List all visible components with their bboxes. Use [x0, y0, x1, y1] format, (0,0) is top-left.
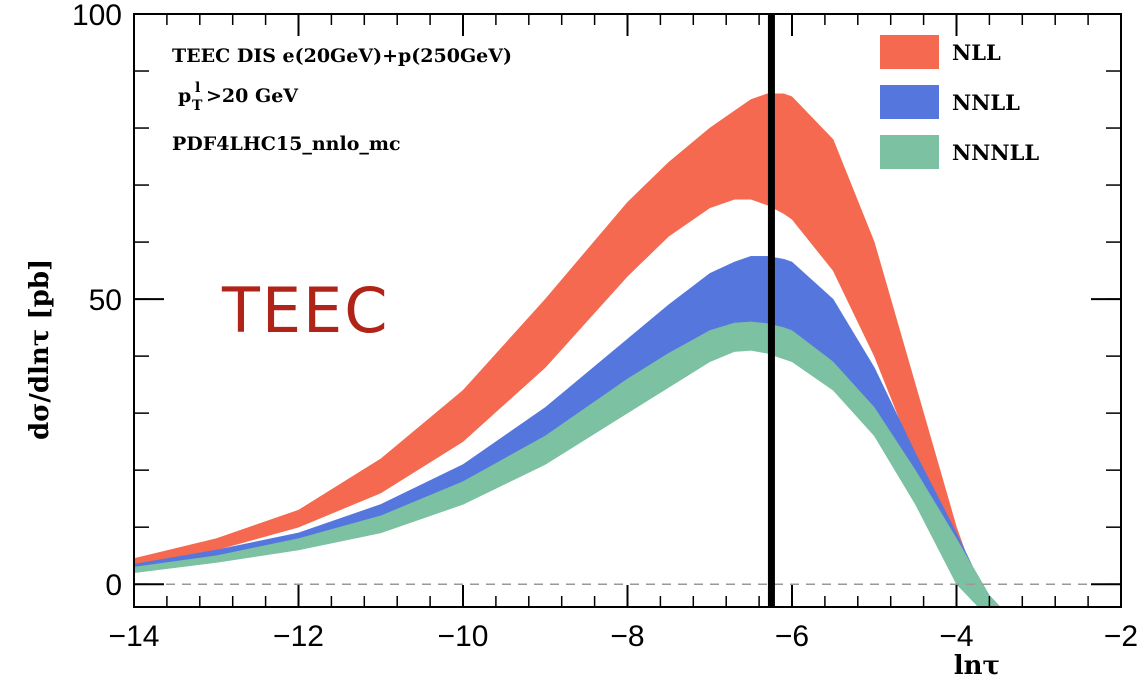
x-tick-label: −6 — [775, 620, 809, 653]
bands-layer — [134, 93, 1001, 607]
vertical-marker-line — [767, 14, 775, 607]
x-tick-label: −10 — [438, 620, 489, 653]
annotation-pdf: PDF4LHC15_nnlo_mc — [172, 133, 401, 155]
y-axis-ticks: 0 50 100 — [72, 0, 1121, 602]
annotation-process: TEEC DIS e(20GeV)+p(250GeV) — [172, 45, 512, 67]
y-axis-title: dσ/dlnτ [pb] — [25, 259, 55, 440]
annotation-pt-subscript: T — [192, 98, 203, 114]
band-nll — [134, 93, 999, 607]
legend-label-nnnll: NNNLL — [952, 140, 1039, 165]
legend-swatch-nnll — [880, 85, 939, 119]
x-tick-label: −2 — [1104, 620, 1138, 653]
legend-label-nll: NLL — [952, 40, 1001, 65]
x-axis-title: lnτ — [954, 651, 1000, 681]
x-axis-ticks: −14 −12 −10 −8 −6 −4 −2 — [109, 14, 1138, 653]
x-tick-label: −14 — [109, 620, 160, 653]
x-tick-label: −12 — [273, 620, 324, 653]
legend-swatch-nnnll — [880, 135, 939, 169]
annotation-pt-p: p — [178, 85, 191, 107]
x-tick-label: −8 — [610, 620, 644, 653]
legend-swatch-nll — [880, 35, 939, 69]
legend: NLL NNLL NNNLL — [880, 35, 1039, 169]
teec-label: TEEC — [221, 274, 390, 347]
legend-label-nnll: NNLL — [952, 90, 1020, 115]
annotation-pt-cut: p l T >20 GeV — [178, 80, 299, 114]
annotation-pt-value: >20 GeV — [206, 85, 299, 107]
y-tick-label: 50 — [89, 284, 122, 317]
band-nnnll — [134, 321, 1001, 607]
y-tick-label: 100 — [72, 0, 122, 32]
y-tick-label: 0 — [105, 569, 122, 602]
annotation-pt-superscript: l — [195, 80, 200, 96]
x-tick-label: −4 — [939, 620, 973, 653]
